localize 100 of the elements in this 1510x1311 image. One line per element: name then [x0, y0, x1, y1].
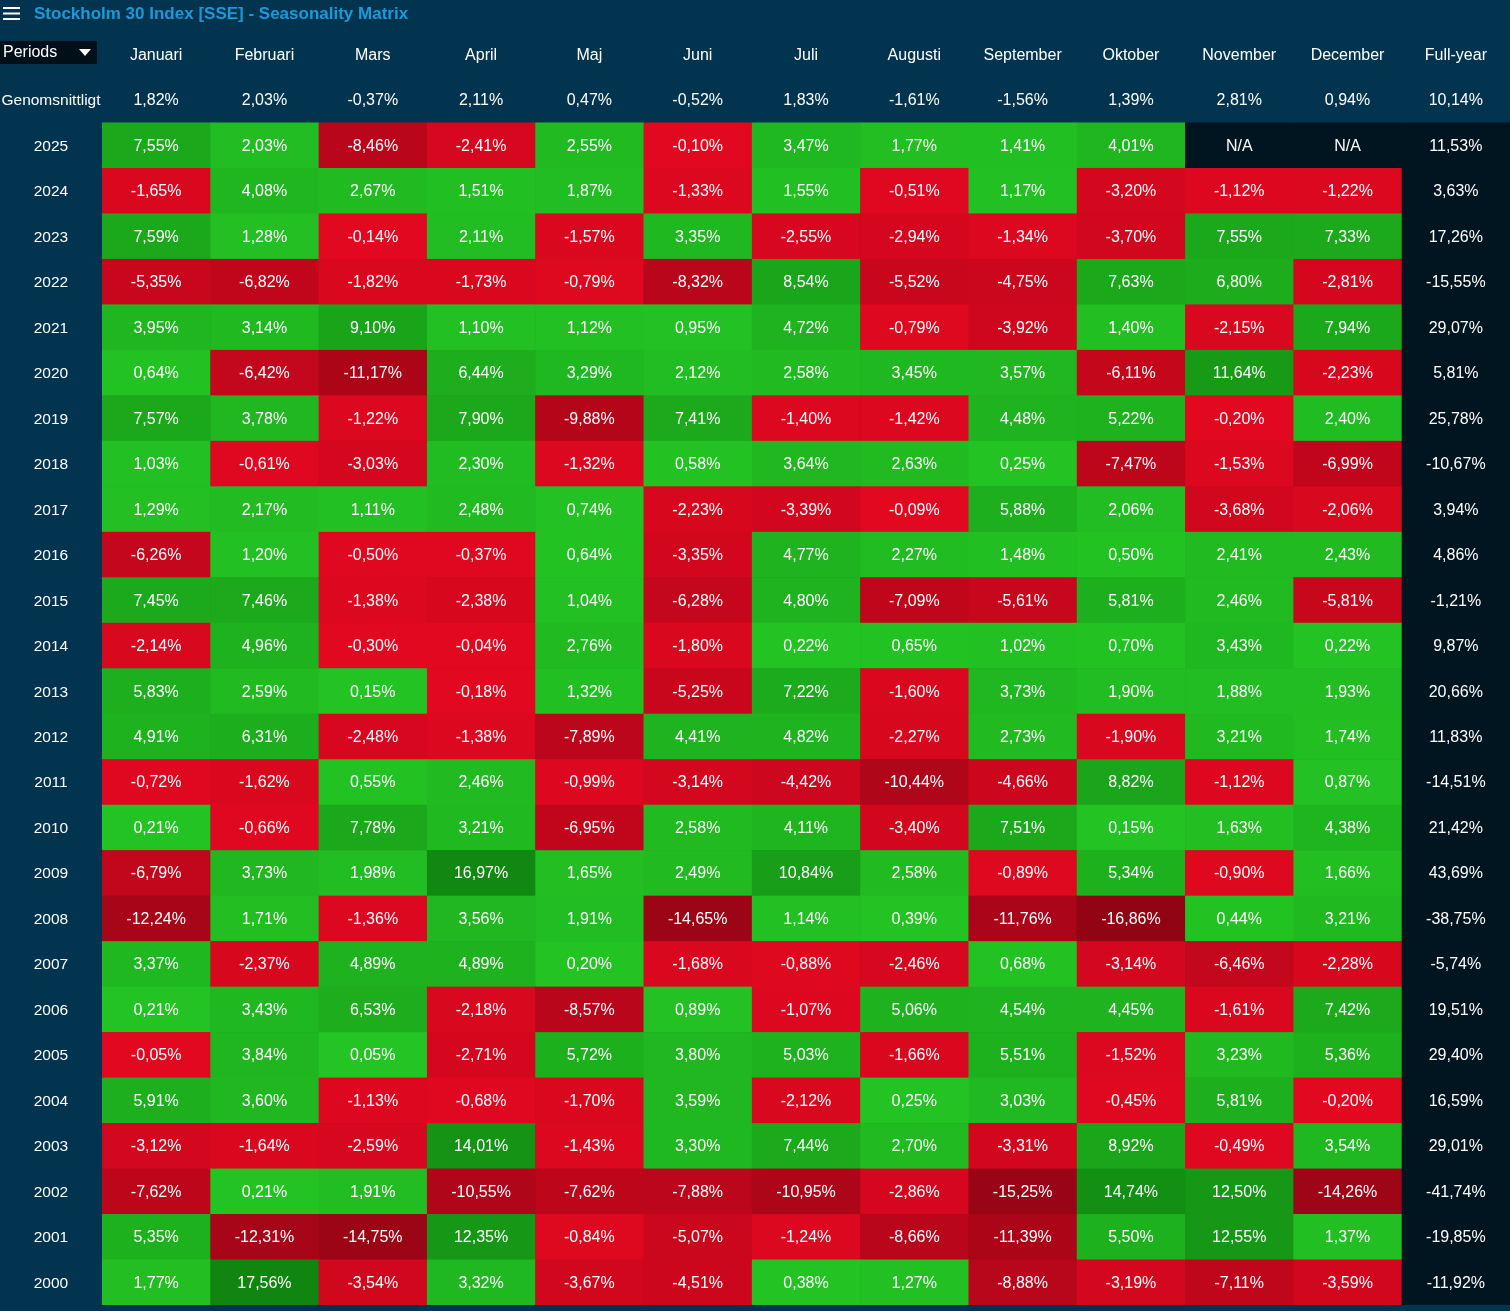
data-label: -2,14% — [130, 637, 182, 655]
data-label: -0,99% — [564, 773, 615, 791]
x-tick-label: Augusti — [887, 45, 941, 63]
data-label: 2,43% — [1324, 546, 1371, 564]
x-tick-label: September — [983, 45, 1063, 63]
data-label: 3,32% — [458, 1273, 504, 1291]
data-label: 11,64% — [1212, 364, 1266, 382]
data-label: 1,66% — [1324, 864, 1371, 882]
data-label: 5,36% — [1324, 1046, 1371, 1064]
data-label: -2,81% — [1322, 273, 1373, 291]
data-label: -1,12% — [1213, 773, 1265, 791]
data-label: 2,12% — [675, 364, 721, 382]
data-label: 1,41% — [999, 136, 1046, 154]
data-label: -1,56% — [997, 91, 1048, 109]
data-label: 16,97% — [453, 864, 509, 882]
data-label: -6,82% — [239, 273, 290, 291]
data-label: 2,06% — [1108, 500, 1154, 518]
data-label: -6,99% — [1322, 455, 1373, 473]
data-label: -14,65% — [667, 909, 728, 927]
data-label: 0,21% — [133, 1000, 179, 1018]
data-label: 0,87% — [1324, 773, 1371, 791]
data-label: 12,50% — [1212, 1182, 1267, 1200]
data-label: 3,73% — [999, 682, 1046, 700]
y-tick-label: 2013 — [33, 682, 69, 700]
data-label: 4,80% — [783, 591, 829, 609]
data-label: 3,56% — [458, 909, 504, 927]
data-label: 3,84% — [241, 1046, 288, 1064]
data-label: 0,39% — [891, 909, 937, 927]
data-label: 0,89% — [675, 1000, 721, 1018]
data-label: -7,89% — [564, 727, 615, 745]
data-label: -3,40% — [888, 818, 940, 836]
data-label: 3,43% — [241, 1000, 288, 1018]
data-label: 4,48% — [999, 409, 1046, 427]
data-label: 4,38% — [1324, 818, 1371, 836]
data-label: 1,28% — [241, 227, 288, 245]
data-label: -3,70% — [1105, 227, 1157, 245]
data-label: -3,68% — [1213, 500, 1265, 518]
data-label: -1,62% — [239, 773, 290, 791]
data-label: 1,91% — [350, 1182, 396, 1200]
data-label: 11,53% — [1429, 136, 1483, 154]
data-label: -7,62% — [130, 1182, 182, 1200]
data-label: 0,05% — [350, 1046, 396, 1064]
data-label: 7,33% — [1324, 227, 1371, 245]
data-label: 2,46% — [458, 773, 504, 791]
y-tick-label: 2025 — [33, 136, 69, 154]
x-tick-label: April — [465, 45, 498, 63]
data-label: -2,23% — [672, 500, 724, 518]
data-label: 1,40% — [1108, 318, 1154, 336]
x-tick-label: Januari — [129, 45, 183, 63]
data-label: -2,18% — [455, 1000, 507, 1018]
data-label: -0,72% — [130, 773, 182, 791]
data-label: -3,12% — [130, 1137, 182, 1155]
data-label: -5,74% — [1430, 955, 1482, 973]
data-label: 2,63% — [891, 455, 937, 473]
data-label: 0,74% — [566, 500, 613, 518]
y-tick-label: 2024 — [33, 182, 69, 200]
data-label: 11,83% — [1429, 727, 1483, 745]
data-label: 1,82% — [133, 91, 179, 109]
data-label: 29,40% — [1428, 1046, 1483, 1064]
data-label: 4,11% — [783, 818, 829, 836]
data-label: 8,82% — [1108, 773, 1154, 791]
x-tick-label: Mars — [354, 45, 391, 63]
data-label: -0,05% — [130, 1046, 182, 1064]
x-tick-label: Full-year — [1424, 45, 1488, 63]
data-label: -4,75% — [997, 273, 1048, 291]
data-label: -7,88% — [672, 1182, 724, 1200]
data-label: 29,07% — [1428, 318, 1483, 336]
y-tick-label: 2000 — [33, 1273, 69, 1291]
data-label: 0,20% — [566, 955, 613, 973]
data-label: -0,88% — [780, 955, 832, 973]
data-label: 2,58% — [891, 864, 937, 882]
data-label: 1,88% — [1216, 682, 1262, 700]
data-label: 17,56% — [237, 1273, 292, 1291]
y-tick-label: 2023 — [33, 227, 69, 245]
data-label: -8,88% — [997, 1273, 1048, 1291]
data-label: -11,17% — [343, 364, 402, 382]
data-label: -0,45% — [1105, 1091, 1157, 1109]
data-label: -0,18% — [455, 682, 507, 700]
data-label: -0,66% — [239, 818, 290, 836]
y-tick-label: Genomsnittligt — [1, 91, 102, 109]
data-label: 1,87% — [566, 182, 613, 200]
data-label: -5,25% — [672, 682, 724, 700]
data-label: 0,47% — [566, 91, 613, 109]
data-label: -1,57% — [564, 227, 615, 245]
data-label: -5,52% — [888, 273, 940, 291]
data-label: 3,14% — [241, 318, 288, 336]
data-label: 7,63% — [1108, 273, 1154, 291]
data-label: 0,44% — [1216, 909, 1262, 927]
data-label: -0,20% — [1322, 1091, 1373, 1109]
data-label: 1,77% — [133, 1273, 179, 1291]
y-tick-label: 2019 — [33, 409, 69, 427]
data-label: 4,01% — [1108, 136, 1154, 154]
data-label: 6,31% — [241, 727, 288, 745]
data-label: 2,11% — [458, 91, 504, 109]
data-label: 14,74% — [1103, 1182, 1159, 1200]
data-label: 5,91% — [133, 1091, 179, 1109]
data-label: 5,81% — [1108, 591, 1154, 609]
data-label: 7,90% — [458, 409, 504, 427]
data-label: 2,03% — [241, 91, 288, 109]
y-tick-label: 2018 — [33, 455, 69, 473]
